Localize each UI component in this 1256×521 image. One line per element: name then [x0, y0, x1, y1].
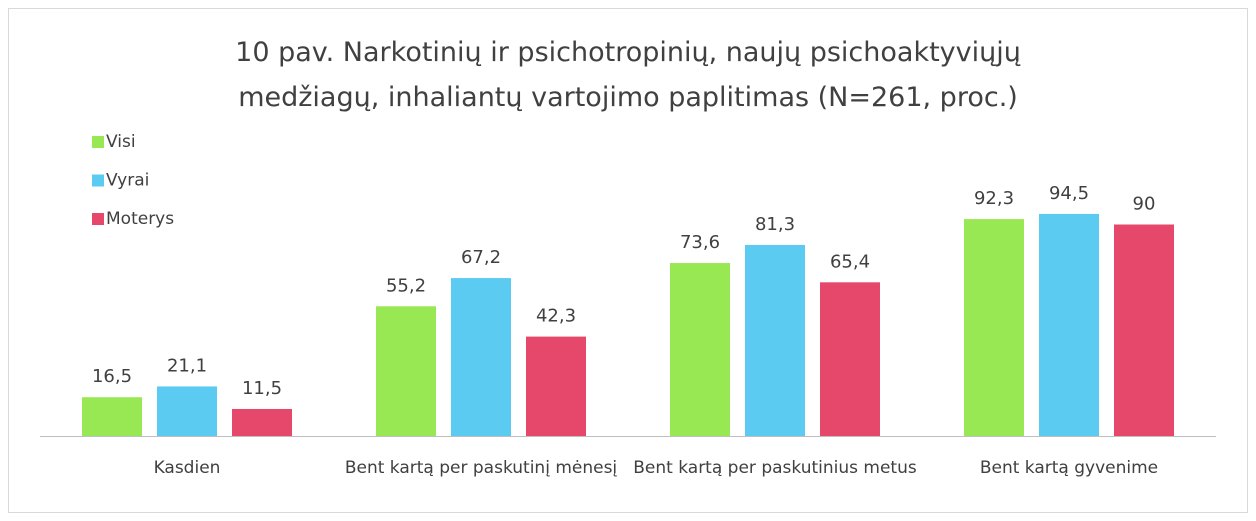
- data-label: 65,4: [830, 251, 870, 272]
- data-label: 11,5: [242, 378, 282, 399]
- legend-swatch: [92, 213, 104, 225]
- bar: [526, 336, 586, 436]
- data-label: 55,2: [386, 275, 426, 296]
- bar: [670, 263, 730, 436]
- data-label: 90: [1133, 194, 1156, 215]
- data-label: 16,5: [92, 366, 132, 387]
- legend-label: Vyrai: [106, 171, 149, 191]
- data-label: 94,5: [1049, 183, 1089, 204]
- bar: [964, 219, 1024, 436]
- x-tick-label: Bent kartą per paskutinius metus: [633, 458, 917, 478]
- legend-label: Visi: [106, 132, 136, 152]
- bar: [745, 244, 805, 436]
- data-label: 73,6: [680, 232, 720, 253]
- x-tick-label: Bent kartą per paskutinį mėnesį: [344, 458, 618, 478]
- bar: [1039, 213, 1099, 436]
- bar: [157, 386, 217, 436]
- bar: [820, 282, 880, 436]
- bar: [82, 397, 142, 436]
- x-tick-label: Kasdien: [153, 458, 221, 478]
- legend-swatch: [92, 174, 104, 187]
- data-label: 42,3: [536, 306, 576, 327]
- bar: [376, 306, 436, 436]
- data-label: 21,1: [167, 355, 207, 376]
- legend-swatch: [92, 136, 104, 148]
- x-tick-label: Bent kartą gyvenime: [979, 458, 1159, 478]
- bar: [1114, 224, 1174, 436]
- bar: [451, 278, 511, 436]
- chart-border: [8, 8, 1248, 513]
- chart-title: 10 pav. Narkotinių ir psichotropinių, na…: [235, 37, 1021, 113]
- data-label: 81,3: [755, 214, 795, 235]
- bar: [232, 408, 292, 436]
- legend-label: Moterys: [106, 209, 174, 229]
- data-label: 92,3: [974, 188, 1014, 209]
- data-label: 67,2: [461, 247, 501, 268]
